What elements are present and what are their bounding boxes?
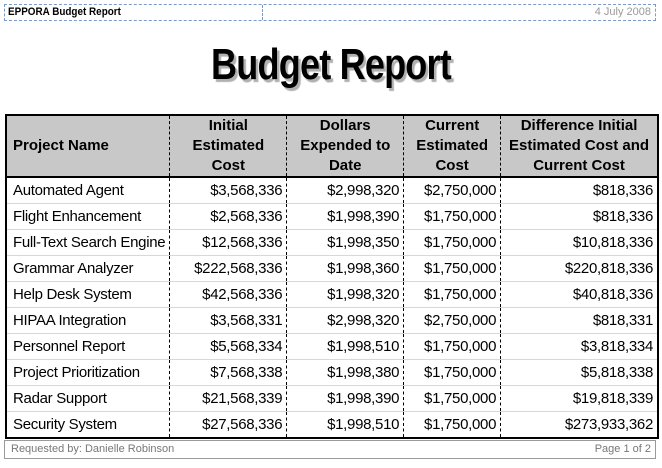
header-divider — [262, 5, 263, 20]
initial-cost-cell: $3,568,331 — [169, 307, 287, 334]
current-cost-cell: $1,750,000 — [403, 255, 501, 282]
initial-cost-cell: $2,568,336 — [169, 203, 287, 230]
initial-cost-cell: $12,568,336 — [169, 229, 287, 256]
project-name-cell: Grammar Analyzer — [6, 255, 170, 282]
current-cost-cell: $1,750,000 — [403, 229, 501, 256]
initial-cost-cell: $27,568,336 — [169, 411, 287, 438]
table-row: Personnel Report $5,568,334 $1,998,510 $… — [6, 333, 658, 360]
current-cost-cell: $1,750,000 — [403, 359, 501, 386]
dollars-expended-cell: $1,998,320 — [286, 281, 404, 308]
current-cost-cell: $1,750,000 — [403, 333, 501, 360]
table-header-row: Project Name Initial Estimated Cost Doll… — [6, 115, 658, 178]
difference-cell: $10,818,336 — [500, 229, 658, 256]
project-name-cell: Full-Text Search Engine — [6, 229, 170, 256]
initial-cost-cell: $5,568,334 — [169, 333, 287, 360]
dollars-expended-cell: $1,998,350 — [286, 229, 404, 256]
current-cost-cell: $1,750,000 — [403, 411, 501, 438]
column-header-dollars-expended: Dollars Expended to Date — [286, 115, 404, 178]
table-row: Flight Enhancement $2,568,336 $1,998,390… — [6, 203, 658, 230]
dollars-expended-cell: $1,998,510 — [286, 411, 404, 438]
dollars-expended-cell: $2,998,320 — [286, 177, 404, 204]
difference-cell: $818,336 — [500, 203, 658, 230]
difference-cell: $818,336 — [500, 177, 658, 204]
difference-cell: $3,818,334 — [500, 333, 658, 360]
budget-table: Project Name Initial Estimated Cost Doll… — [5, 114, 659, 439]
current-cost-cell: $1,750,000 — [403, 203, 501, 230]
table-row: Radar Support $21,568,339 $1,998,390 $1,… — [6, 385, 658, 412]
current-cost-cell: $1,750,000 — [403, 281, 501, 308]
page-footer: Requested by: Danielle Robinson Page 1 o… — [4, 440, 656, 459]
difference-cell: $818,331 — [500, 307, 658, 334]
difference-cell: $220,818,336 — [500, 255, 658, 282]
page-header: EPPORA Budget Report 4 July 2008 — [4, 4, 656, 21]
table-row: HIPAA Integration $3,568,331 $2,998,320 … — [6, 307, 658, 334]
dollars-expended-cell: $2,998,320 — [286, 307, 404, 334]
header-report-name: EPPORA Budget Report — [8, 6, 121, 18]
page-number: Page 1 of 2 — [594, 443, 651, 455]
dollars-expended-cell: $1,998,510 — [286, 333, 404, 360]
table-row: Full-Text Search Engine $12,568,336 $1,9… — [6, 229, 658, 256]
column-header-project-name: Project Name — [6, 115, 170, 178]
table-row: Project Prioritization $7,568,338 $1,998… — [6, 359, 658, 386]
difference-cell: $40,818,336 — [500, 281, 658, 308]
project-name-cell: Security System — [13, 416, 117, 433]
table-row: Security System $27,568,336 $1,998,510 $… — [6, 411, 658, 438]
column-header-current-cost: Current Estimated Cost — [403, 115, 501, 178]
current-cost-cell: $2,750,000 — [403, 177, 501, 204]
table-row: Grammar Analyzer $222,568,336 $1,998,360… — [6, 255, 658, 282]
dollars-expended-cell: $1,998,380 — [286, 359, 404, 386]
dollars-expended-cell: $1,998,360 — [286, 255, 404, 282]
difference-cell: $19,818,339 — [500, 385, 658, 412]
initial-cost-cell: $222,568,336 — [169, 255, 287, 282]
project-name-cell: Flight Enhancement — [6, 203, 170, 230]
column-header-initial-cost: Initial Estimated Cost — [169, 115, 287, 178]
project-name-cell: Help Desk System — [6, 281, 170, 308]
difference-cell: $5,818,338 — [500, 359, 658, 386]
initial-cost-cell: $42,568,336 — [169, 281, 287, 308]
difference-cell: $273,933,362 — [500, 411, 658, 438]
current-cost-cell: $1,750,000 — [403, 385, 501, 412]
project-name-cell: Radar Support — [6, 385, 170, 412]
initial-cost-cell: $21,568,339 — [169, 385, 287, 412]
column-header-difference: Difference Initial Estimated Cost and Cu… — [500, 115, 658, 178]
requested-by: Requested by: Danielle Robinson — [11, 443, 175, 455]
dollars-expended-cell: $1,998,390 — [286, 203, 404, 230]
project-name-cell: HIPAA Integration — [6, 307, 170, 334]
project-name-cell: Automated Agent — [6, 177, 170, 204]
dollars-expended-cell: $1,998,390 — [286, 385, 404, 412]
project-name-cell: Personnel Report — [6, 333, 170, 360]
initial-cost-cell: $3,568,336 — [169, 177, 287, 204]
report-title: Budget Report — [211, 40, 452, 89]
header-date: 4 July 2008 — [594, 6, 651, 18]
current-cost-cell: $2,750,000 — [403, 307, 501, 334]
project-name-cell: Project Prioritization — [6, 359, 170, 386]
table-row: Help Desk System $42,568,336 $1,998,320 … — [6, 281, 658, 308]
initial-cost-cell: $7,568,338 — [169, 359, 287, 386]
table-row: Automated Agent $3,568,336 $2,998,320 $2… — [6, 177, 658, 204]
